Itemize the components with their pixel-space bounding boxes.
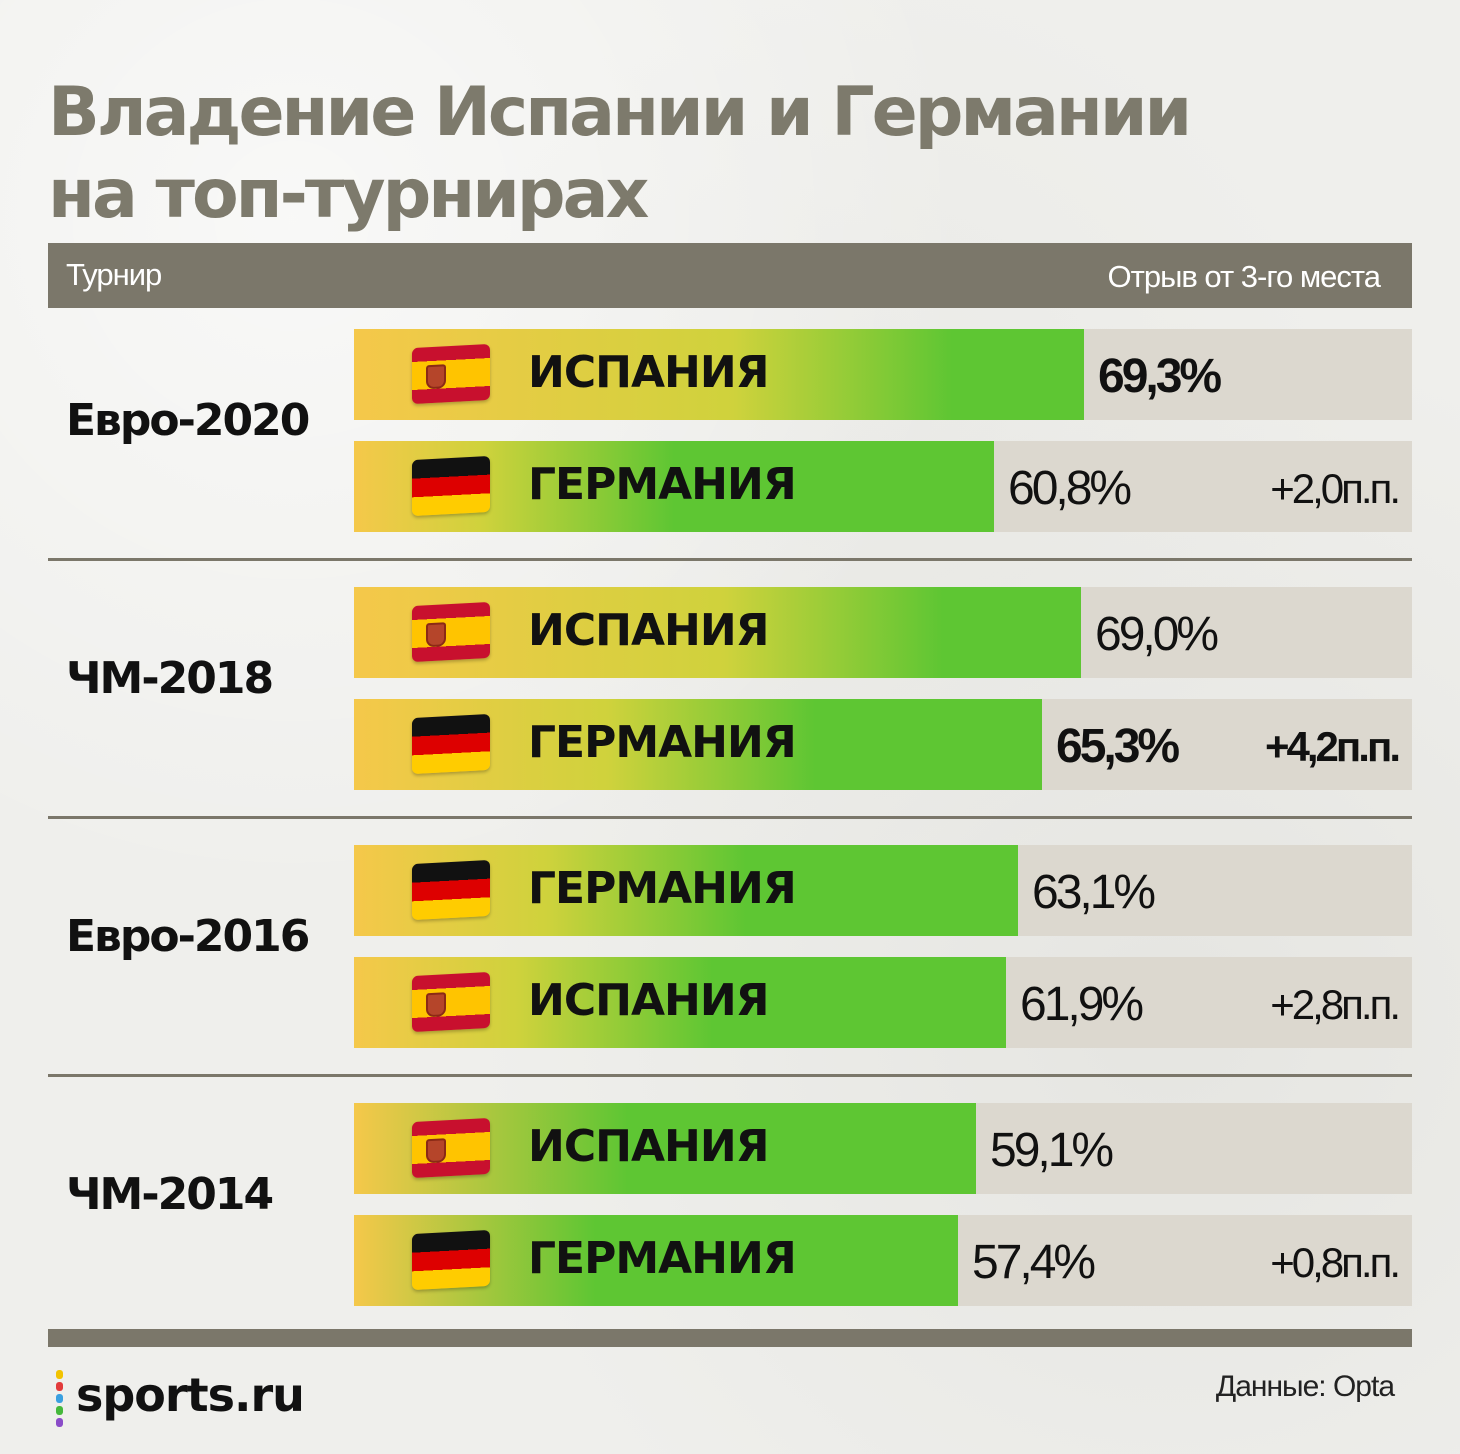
data-source: Данные: Opta <box>1215 1370 1395 1403</box>
team-name: ГЕРМАНИЯ <box>528 1233 797 1284</box>
title-line-1: Владение Испании и Германии <box>48 73 1192 152</box>
team-name: ГЕРМАНИЯ <box>528 459 797 510</box>
bar-row: ИСПАНИЯ 61,9% +2,8п.п. <box>354 957 1412 1048</box>
spain-flag-icon <box>412 971 490 1033</box>
possession-value: 61,9% <box>1020 978 1144 1031</box>
logo-dots-icon <box>56 1370 64 1430</box>
germany-flag-icon <box>412 1229 490 1291</box>
team-name: ИСПАНИЯ <box>528 975 770 1026</box>
tournament-label: ЧМ-2018 <box>66 653 274 704</box>
bottom-divider <box>48 1329 1412 1347</box>
possession-value: 57,4% <box>972 1236 1096 1289</box>
bar-row: ГЕРМАНИЯ 60,8% +2,0п.п. <box>354 441 1412 532</box>
spain-flag-icon <box>412 1117 490 1179</box>
tournament-label: ЧМ-2014 <box>66 1169 274 1220</box>
tournament-label: Евро-2020 <box>66 395 310 446</box>
group-divider <box>48 1074 1412 1077</box>
germany-flag-icon <box>412 455 490 517</box>
bar-row: ГЕРМАНИЯ 63,1% <box>354 845 1412 936</box>
group-divider <box>48 816 1412 819</box>
team-name: ГЕРМАНИЯ <box>528 863 797 914</box>
possession-value: 65,3% <box>1056 720 1180 773</box>
possession-value: 69,0% <box>1095 608 1219 661</box>
germany-flag-icon <box>412 859 490 921</box>
bar-row: ИСПАНИЯ 69,0% <box>354 587 1412 678</box>
team-name: ИСПАНИЯ <box>528 605 770 656</box>
possession-value: 60,8% <box>1008 462 1132 515</box>
group-divider <box>48 558 1412 561</box>
title-line-2: на топ-турнирах <box>48 155 649 234</box>
spain-flag-icon <box>412 343 490 405</box>
table-header: Турнир Отрыв от 3-го места <box>48 243 1412 308</box>
bar-row: ИСПАНИЯ 69,3% <box>354 329 1412 420</box>
possession-value: 69,3% <box>1098 350 1222 403</box>
chart-title: Владение Испании и Германии на топ-турни… <box>48 72 1248 236</box>
possession-value: 63,1% <box>1032 866 1156 919</box>
header-tournament-label: Турнир <box>66 257 162 292</box>
logo-text: sports.ru <box>76 1368 305 1422</box>
gap-value: +0,8п.п. <box>1270 1239 1401 1286</box>
bar-row: ГЕРМАНИЯ 57,4% +0,8п.п. <box>354 1215 1412 1306</box>
possession-value: 59,1% <box>990 1124 1114 1177</box>
gap-value: +4,2п.п. <box>1265 723 1401 770</box>
gap-value: +2,0п.п. <box>1270 465 1401 512</box>
header-gap-label: Отрыв от 3-го места <box>1107 259 1381 294</box>
team-name: ГЕРМАНИЯ <box>528 717 797 768</box>
gap-value: +2,8п.п. <box>1270 981 1401 1028</box>
bar-row: ИСПАНИЯ 59,1% <box>354 1103 1412 1194</box>
team-name: ИСПАНИЯ <box>528 1121 770 1172</box>
germany-flag-icon <box>412 713 490 775</box>
bar-row: ГЕРМАНИЯ 65,3% +4,2п.п. <box>354 699 1412 790</box>
tournament-label: Евро-2016 <box>66 911 310 962</box>
spain-flag-icon <box>412 601 490 663</box>
team-name: ИСПАНИЯ <box>528 347 770 398</box>
